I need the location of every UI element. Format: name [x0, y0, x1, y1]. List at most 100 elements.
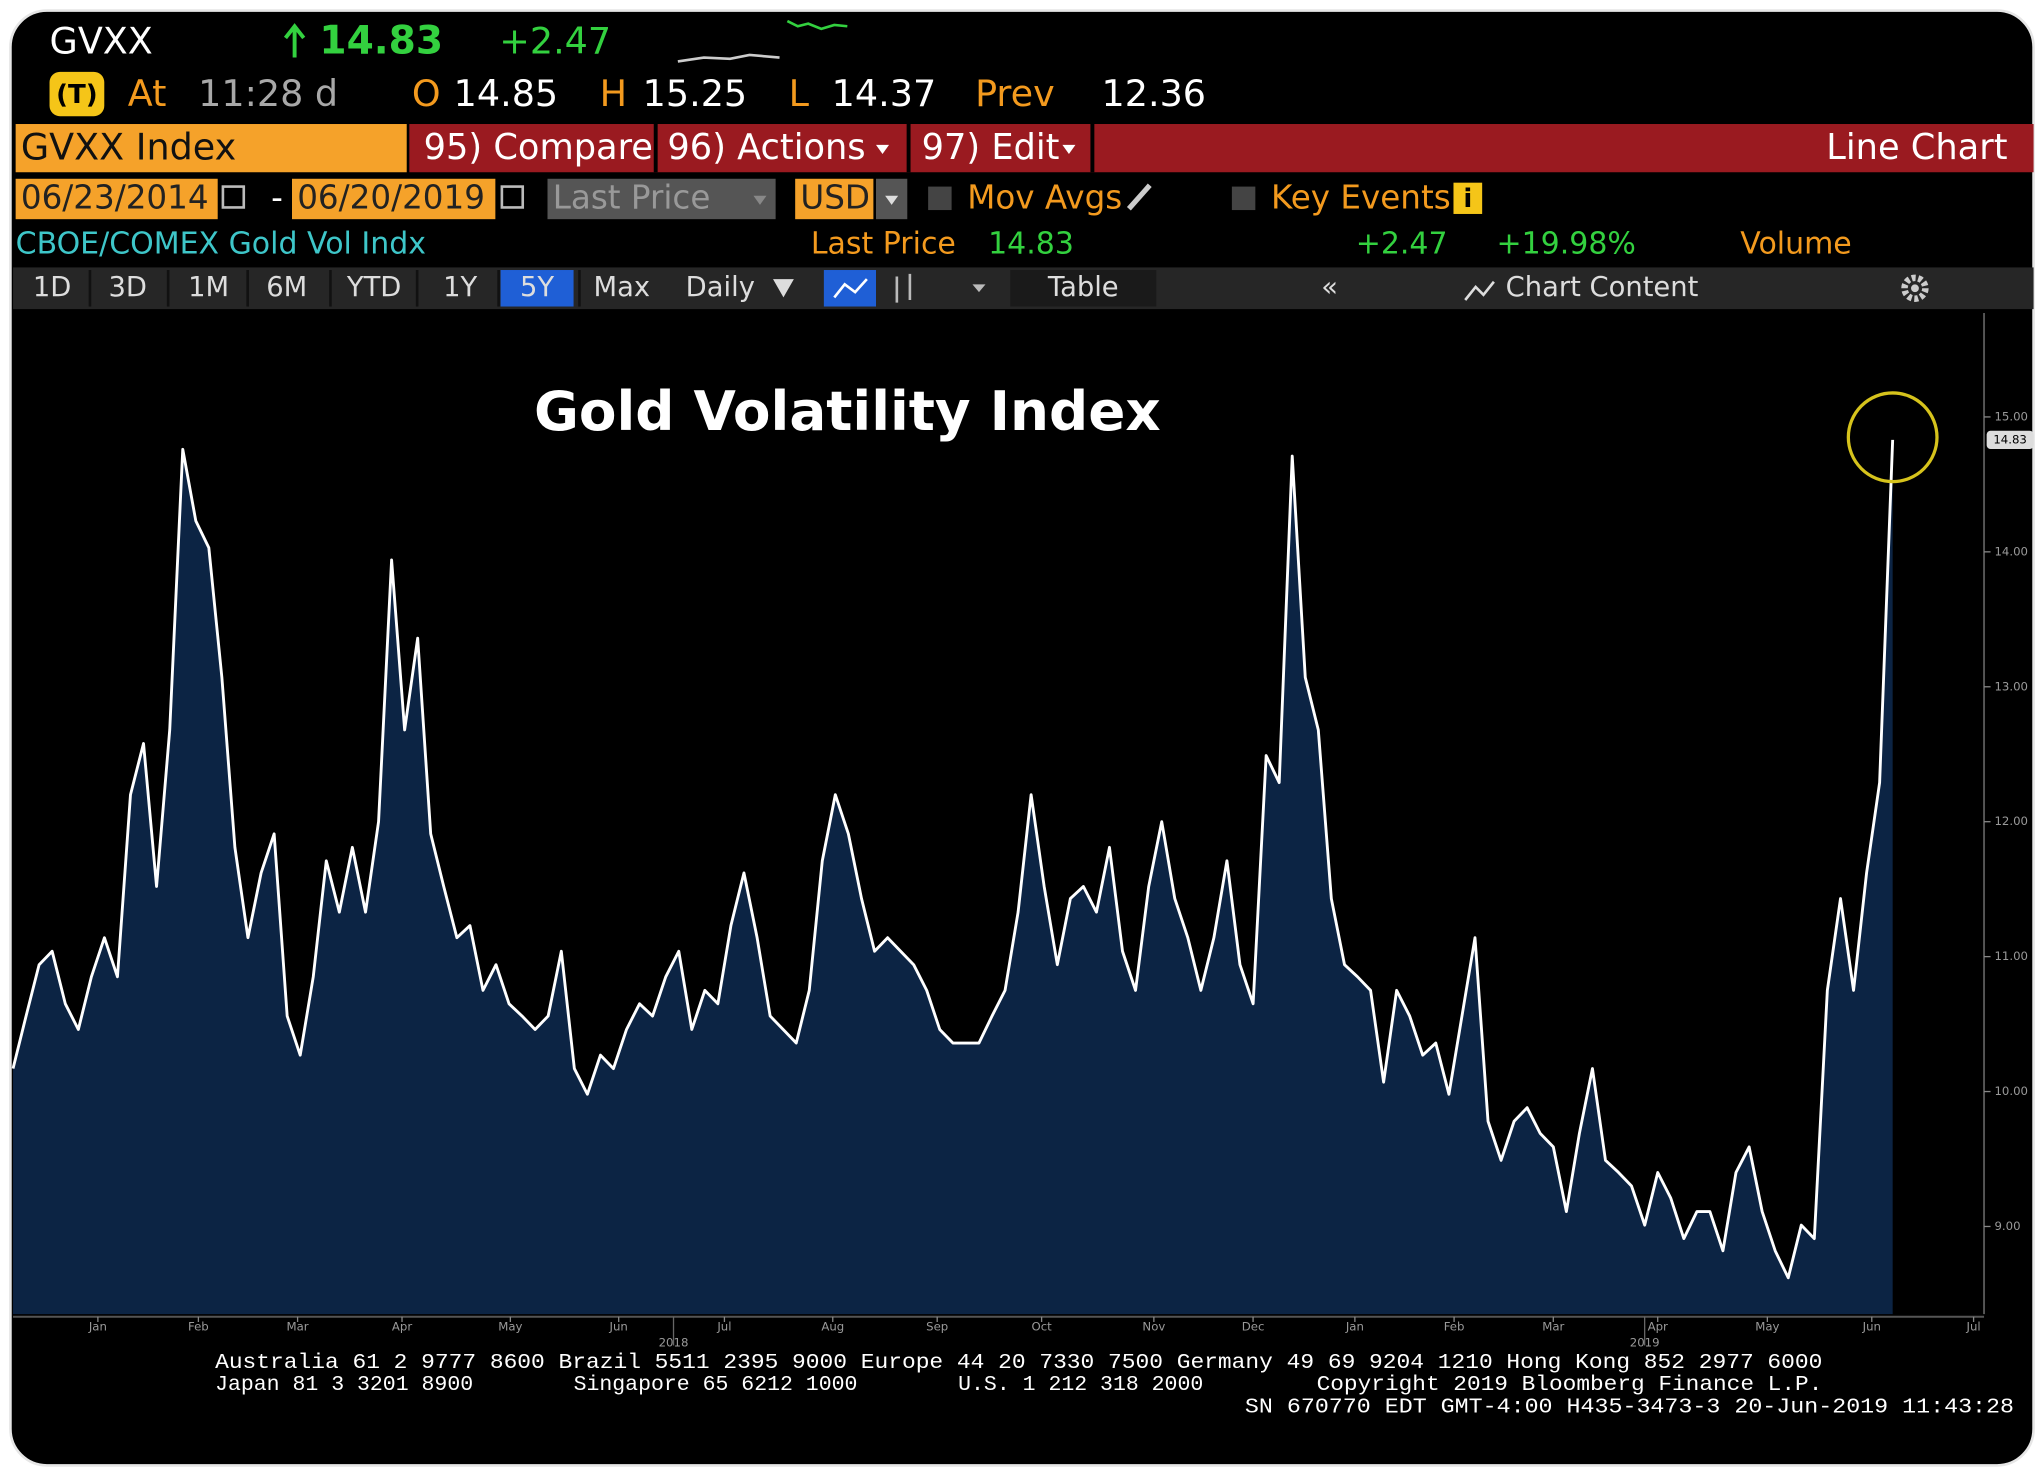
date-dash: - — [271, 179, 283, 217]
x-tick-label: May — [498, 1320, 522, 1334]
x-tick-label: Aug — [821, 1320, 844, 1334]
period-button[interactable]: 5Y — [520, 272, 554, 303]
calendar-icon[interactable] — [500, 185, 525, 209]
checkbox[interactable] — [1231, 186, 1256, 211]
table-button-box[interactable] — [1010, 270, 1157, 307]
prev-label: Prev — [975, 72, 1055, 115]
dropdown-caret — [753, 195, 767, 205]
chart-type: Line Chart — [1826, 127, 2007, 168]
y-tick-label: 12.00 — [1994, 814, 2028, 828]
legend-pct: +19.98% — [1497, 227, 1636, 262]
x-tick-label: Apr — [392, 1320, 412, 1334]
dropdown-caret — [876, 144, 890, 154]
legend-last: 14.83 — [988, 227, 1074, 262]
live-icon-glyph: (T) — [56, 80, 98, 110]
start-date-field[interactable] — [15, 178, 218, 220]
footer-line: SN 670770 EDT GMT-4:00 H435-3473-3 20-Ju… — [1245, 1395, 2014, 1419]
settings-gear[interactable] — [1901, 274, 1929, 302]
x-tick-label: Jul — [716, 1320, 731, 1334]
footer-line: Singapore 65 6212 1000 — [574, 1373, 858, 1397]
period-button[interactable]: 6M — [266, 272, 307, 303]
legend-volume: Volume — [1740, 227, 1851, 262]
last-price-tag — [1986, 430, 2034, 449]
dropdown-caret — [773, 279, 794, 298]
security-name: CBOE/COMEX Gold Vol Indx — [16, 227, 426, 262]
key-events[interactable]: Key Events — [1271, 179, 1451, 217]
footer-line: Japan 81 3 3201 8900 — [215, 1373, 473, 1397]
area — [13, 439, 1893, 1315]
legend-change: +2.47 — [1356, 227, 1448, 262]
x-tick-label: Jan — [88, 1320, 107, 1334]
info-icon[interactable] — [1453, 182, 1483, 214]
chart-content-icon — [1464, 280, 1495, 301]
sparkline — [677, 53, 780, 63]
start-date[interactable]: 06/23/2014 — [21, 179, 209, 217]
bar-icon[interactable] — [895, 273, 912, 303]
x-tick-label: Mar — [287, 1320, 309, 1334]
y-tick-label: 14.00 — [1994, 544, 2028, 558]
security[interactable]: GVXX Index — [21, 125, 236, 168]
low: 14.37 — [832, 72, 936, 115]
chart-content-button[interactable]: Chart Content — [1506, 272, 1699, 303]
change: +2.47 — [499, 20, 611, 63]
dropdown-caret — [972, 284, 986, 293]
period-button[interactable]: 1M — [188, 272, 229, 303]
mov-avgs[interactable]: Mov Avgs — [967, 179, 1122, 217]
end-date-field[interactable] — [292, 178, 496, 220]
up-arrow — [283, 23, 306, 58]
x-tick-label: Jul — [1966, 1320, 1981, 1334]
footer-line: U.S. 1 212 318 2000 — [958, 1373, 1203, 1397]
x-tick-label: Jan — [1345, 1320, 1364, 1334]
x-tick-label: Feb — [1444, 1320, 1465, 1334]
frequency[interactable]: Daily — [686, 272, 755, 303]
x-tick-label: Jun — [1862, 1320, 1881, 1334]
period-button[interactable]: 3D — [109, 272, 147, 303]
at-label: At — [128, 72, 167, 115]
legend-last-label: Last Price — [811, 227, 956, 262]
menu-bar — [409, 124, 2034, 173]
y-tick-label: 13.00 — [1994, 679, 2028, 693]
period-button[interactable]: YTD — [346, 272, 402, 303]
chart: 14.83 9.00 10.00 11.00 12.00 13.00 14.00 15.00 J… — [11, 313, 2034, 1349]
sparkline-up — [786, 19, 848, 31]
high-label: H — [600, 72, 627, 115]
highlight-circle — [1846, 391, 1939, 484]
open-label: O — [412, 72, 441, 115]
checkbox[interactable] — [928, 186, 952, 211]
edit-button[interactable]: 97) Edit — [922, 127, 1060, 168]
currency-select[interactable] — [795, 178, 874, 220]
line — [11, 439, 1895, 1280]
time: 11:28 d — [198, 72, 338, 115]
dropdown-caret — [1062, 144, 1076, 154]
low-label: L — [789, 72, 810, 115]
footer-line: Australia 61 2 9777 8600 Brazil 5511 239… — [215, 1351, 1822, 1375]
footer-line: Copyright 2019 Bloomberg Finance L.P. — [1317, 1373, 1823, 1397]
table-button[interactable]: Table — [1047, 272, 1119, 303]
year-label: 2019 — [1630, 1335, 1660, 1349]
open: 14.85 — [454, 72, 559, 115]
y-tick-label: 9.00 — [1994, 1219, 2020, 1233]
currency[interactable]: USD — [800, 179, 870, 217]
calendar-icon[interactable] — [221, 185, 246, 209]
line-icon — [833, 278, 868, 299]
x-tick-label: Sep — [926, 1320, 948, 1334]
field-select[interactable] — [547, 178, 776, 220]
x-tick-label: Oct — [1031, 1320, 1052, 1334]
period-button[interactable]: 1D — [33, 272, 71, 303]
field[interactable]: Last Price — [553, 179, 711, 217]
actions-button[interactable]: 96) Actions — [667, 127, 865, 168]
period-button[interactable]: Max — [594, 272, 651, 303]
chart-title: Gold Volatility Index — [534, 379, 1161, 443]
period-selected — [500, 270, 574, 307]
collapse-button[interactable]: « — [1321, 272, 1338, 303]
compare-button[interactable]: 95) Compare — [424, 127, 653, 168]
pencil-icon — [1126, 183, 1152, 211]
security-field[interactable] — [15, 124, 407, 173]
y-tick-label: 15.00 — [1994, 409, 2028, 423]
period-button[interactable]: 1Y — [443, 272, 477, 303]
prev: 12.36 — [1102, 72, 1207, 115]
last-price: 14.83 — [319, 19, 443, 64]
period-buttons: 1D 3D 1M 6M YTD 1Y 5Y Max — [33, 270, 650, 307]
end-date[interactable]: 06/20/2019 — [297, 179, 485, 217]
